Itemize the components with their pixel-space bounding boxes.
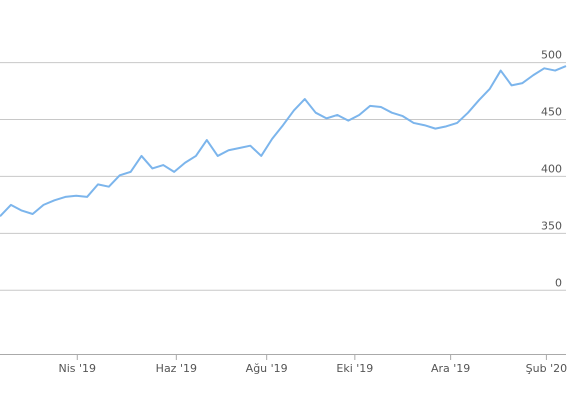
x-tick-label: Haz '19 <box>156 362 197 375</box>
y-tick-label: 0 <box>555 276 562 289</box>
y-tick-label: 350 <box>541 219 562 232</box>
y-tick-label: 450 <box>541 106 562 119</box>
x-tick-label: Ara '19 <box>431 362 470 375</box>
x-tick-label: Eki '19 <box>336 362 373 375</box>
y-tick-label: 500 <box>541 49 562 62</box>
x-tick-label: Nis '19 <box>59 362 97 375</box>
y-tick-label: 400 <box>541 162 562 175</box>
x-tick-label: Ağu '19 <box>246 362 288 375</box>
price-line <box>0 65 567 217</box>
x-tick-label: Şub '20 <box>526 362 567 375</box>
